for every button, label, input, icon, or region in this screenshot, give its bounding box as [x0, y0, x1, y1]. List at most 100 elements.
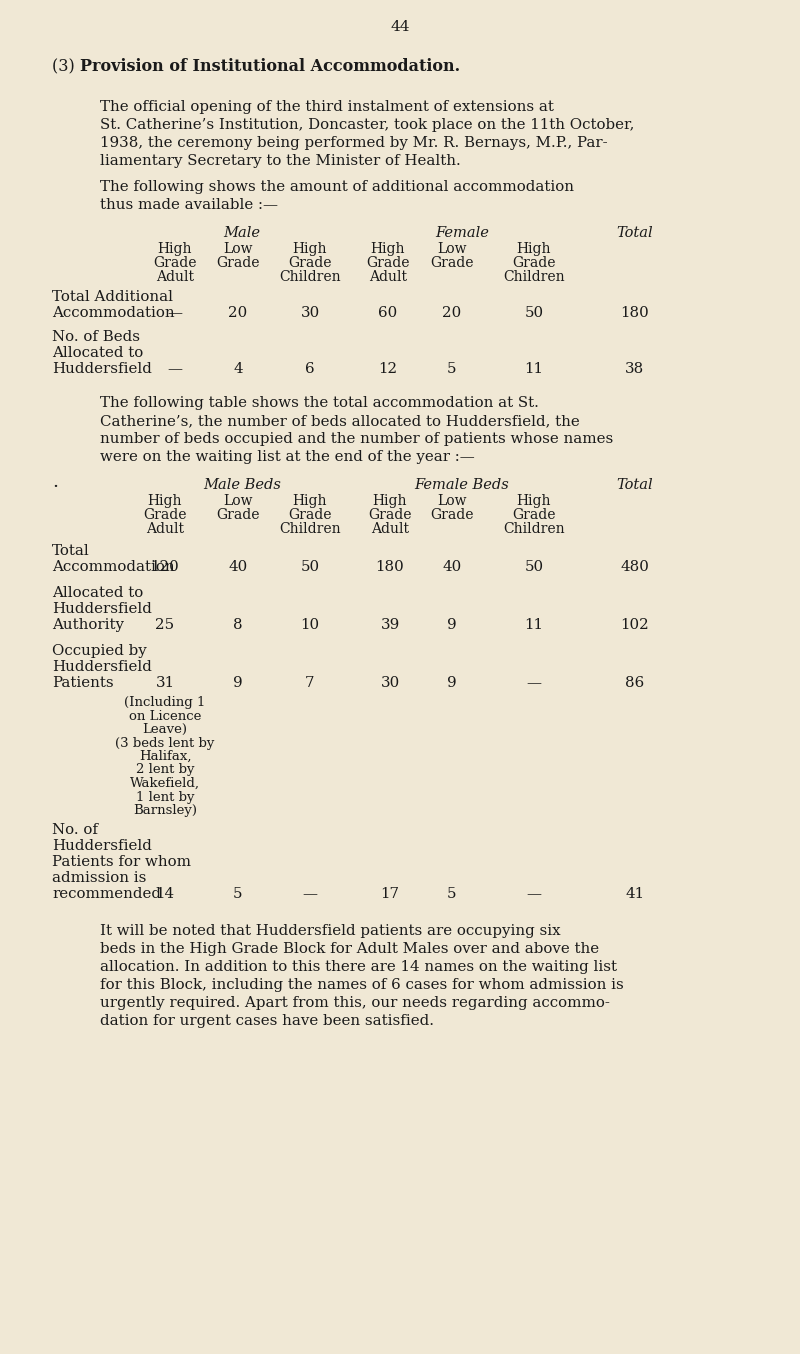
Text: 38: 38 — [626, 362, 645, 376]
Text: 20: 20 — [442, 306, 462, 320]
Text: 9: 9 — [447, 617, 457, 632]
Text: Grade: Grade — [288, 508, 332, 523]
Text: 86: 86 — [626, 676, 645, 691]
Text: 10: 10 — [301, 617, 319, 632]
Text: 5: 5 — [447, 362, 457, 376]
Text: 12: 12 — [378, 362, 398, 376]
Text: (3): (3) — [52, 58, 80, 74]
Text: Patients for whom: Patients for whom — [52, 856, 191, 869]
Text: 102: 102 — [621, 617, 650, 632]
Text: Grade: Grade — [154, 256, 197, 269]
Text: Occupied by: Occupied by — [52, 645, 146, 658]
Text: Grade: Grade — [216, 256, 260, 269]
Text: Low: Low — [223, 242, 253, 256]
Text: Grade: Grade — [143, 508, 186, 523]
Text: were on the waiting list at the end of the year :—: were on the waiting list at the end of t… — [100, 450, 474, 464]
Text: High: High — [293, 242, 327, 256]
Text: —: — — [302, 887, 318, 902]
Text: Catherine’s, the number of beds allocated to Huddersfield, the: Catherine’s, the number of beds allocate… — [100, 414, 580, 428]
Text: 30: 30 — [300, 306, 320, 320]
Text: —: — — [167, 306, 182, 320]
Text: High: High — [373, 494, 407, 508]
Text: Total: Total — [617, 478, 654, 492]
Text: Provision of Institutional Accommodation.: Provision of Institutional Accommodation… — [80, 58, 460, 74]
Text: Huddersfield: Huddersfield — [52, 603, 152, 616]
Text: 180: 180 — [621, 306, 650, 320]
Text: Adult: Adult — [156, 269, 194, 284]
Text: urgently required. Apart from this, our needs regarding accommo­: urgently required. Apart from this, our … — [100, 995, 610, 1010]
Text: 8: 8 — [233, 617, 243, 632]
Text: 4: 4 — [233, 362, 243, 376]
Text: recommended: recommended — [52, 887, 161, 902]
Text: Low: Low — [438, 242, 466, 256]
Text: High: High — [293, 494, 327, 508]
Text: Children: Children — [503, 269, 565, 284]
Text: The official opening of the third instalment of extensions at: The official opening of the third instal… — [100, 100, 554, 114]
Text: Female: Female — [435, 226, 489, 240]
Text: (Including 1: (Including 1 — [124, 696, 206, 709]
Text: Barnsley): Barnsley) — [133, 804, 197, 816]
Text: Huddersfield: Huddersfield — [52, 839, 152, 853]
Text: 44: 44 — [390, 20, 410, 34]
Text: 30: 30 — [380, 676, 400, 691]
Text: Grade: Grade — [430, 256, 474, 269]
Text: High: High — [148, 494, 182, 508]
Text: beds in the High Grade Block for Adult Males over and above the: beds in the High Grade Block for Adult M… — [100, 941, 599, 956]
Text: 1 lent by: 1 lent by — [136, 791, 194, 803]
Text: liamentary Secretary to the Minister of Health.: liamentary Secretary to the Minister of … — [100, 154, 461, 168]
Text: for this Block, including the names of 6 cases for whom admission is: for this Block, including the names of 6… — [100, 978, 624, 991]
Text: 180: 180 — [376, 561, 404, 574]
Text: High: High — [370, 242, 406, 256]
Text: Leave): Leave) — [142, 723, 187, 737]
Text: Children: Children — [279, 269, 341, 284]
Text: Male Beds: Male Beds — [203, 478, 281, 492]
Text: Children: Children — [279, 523, 341, 536]
Text: Grade: Grade — [430, 508, 474, 523]
Text: Grade: Grade — [368, 508, 412, 523]
Text: 41: 41 — [626, 887, 645, 902]
Text: 9: 9 — [233, 676, 243, 691]
Text: Allocated to: Allocated to — [52, 586, 143, 600]
Text: Halifax,: Halifax, — [138, 750, 191, 764]
Text: Adult: Adult — [369, 269, 407, 284]
Text: admission is: admission is — [52, 872, 146, 886]
Text: Children: Children — [503, 523, 565, 536]
Text: Female Beds: Female Beds — [414, 478, 510, 492]
Text: Allocated to: Allocated to — [52, 347, 143, 360]
Text: ·: · — [52, 478, 58, 496]
Text: Huddersfield: Huddersfield — [52, 362, 152, 376]
Text: Grade: Grade — [512, 256, 556, 269]
Text: 40: 40 — [442, 561, 462, 574]
Text: Grade: Grade — [216, 508, 260, 523]
Text: The following table shows the total accommodation at St.: The following table shows the total acco… — [100, 395, 539, 410]
Text: 11: 11 — [525, 362, 543, 376]
Text: 25: 25 — [155, 617, 174, 632]
Text: No. of Beds: No. of Beds — [52, 330, 140, 344]
Text: 5: 5 — [447, 887, 457, 902]
Text: 31: 31 — [155, 676, 174, 691]
Text: (3 beds lent by: (3 beds lent by — [115, 737, 214, 750]
Text: St. Catherine’s Institution, Doncaster, took place on the 11th October,: St. Catherine’s Institution, Doncaster, … — [100, 118, 634, 131]
Text: 20: 20 — [228, 306, 248, 320]
Text: 7: 7 — [306, 676, 314, 691]
Text: Accommodation: Accommodation — [52, 306, 174, 320]
Text: 40: 40 — [228, 561, 248, 574]
Text: —: — — [167, 362, 182, 376]
Text: Huddersfield: Huddersfield — [52, 659, 152, 674]
Text: Total: Total — [52, 544, 90, 558]
Text: 9: 9 — [447, 676, 457, 691]
Text: Grade: Grade — [366, 256, 410, 269]
Text: Male: Male — [223, 226, 261, 240]
Text: Grade: Grade — [288, 256, 332, 269]
Text: 60: 60 — [378, 306, 398, 320]
Text: High: High — [158, 242, 192, 256]
Text: 120: 120 — [150, 561, 179, 574]
Text: Wakefield,: Wakefield, — [130, 777, 200, 789]
Text: High: High — [517, 494, 551, 508]
Text: 14: 14 — [155, 887, 174, 902]
Text: thus made available :—: thus made available :— — [100, 198, 278, 213]
Text: 6: 6 — [305, 362, 315, 376]
Text: —: — — [526, 887, 542, 902]
Text: 11: 11 — [525, 617, 543, 632]
Text: 17: 17 — [381, 887, 399, 902]
